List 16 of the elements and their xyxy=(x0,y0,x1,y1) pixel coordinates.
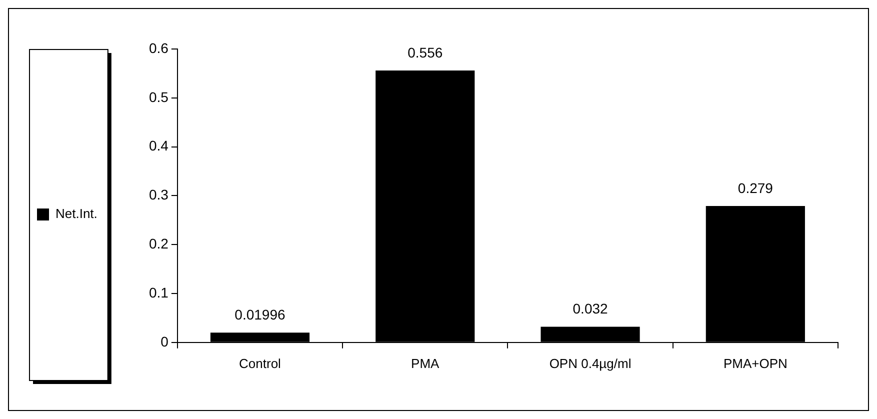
y-tick-label: 0.6 xyxy=(148,40,169,56)
data-label: 0.556 xyxy=(408,44,443,60)
data-label: 0.279 xyxy=(738,180,774,196)
legend-label: Net.Int. xyxy=(56,206,98,222)
y-tick-label: 0.3 xyxy=(148,186,169,203)
y-tick-label: 0.2 xyxy=(148,235,169,252)
y-tick-label: 0 xyxy=(160,333,169,350)
y-tick-label: 0.5 xyxy=(148,88,169,105)
x-tick-label: OPN 0.4µg/ml xyxy=(549,356,632,371)
x-tick-label: PMA xyxy=(411,356,440,371)
y-tick-label: 0.4 xyxy=(148,138,169,154)
data-label: 0.01996 xyxy=(234,306,286,322)
data-label: 0.032 xyxy=(572,300,608,317)
y-tick-label: 0.1 xyxy=(148,284,169,300)
x-tick-label: Control xyxy=(239,356,282,371)
x-tick-label: PMA+OPN xyxy=(723,356,788,371)
